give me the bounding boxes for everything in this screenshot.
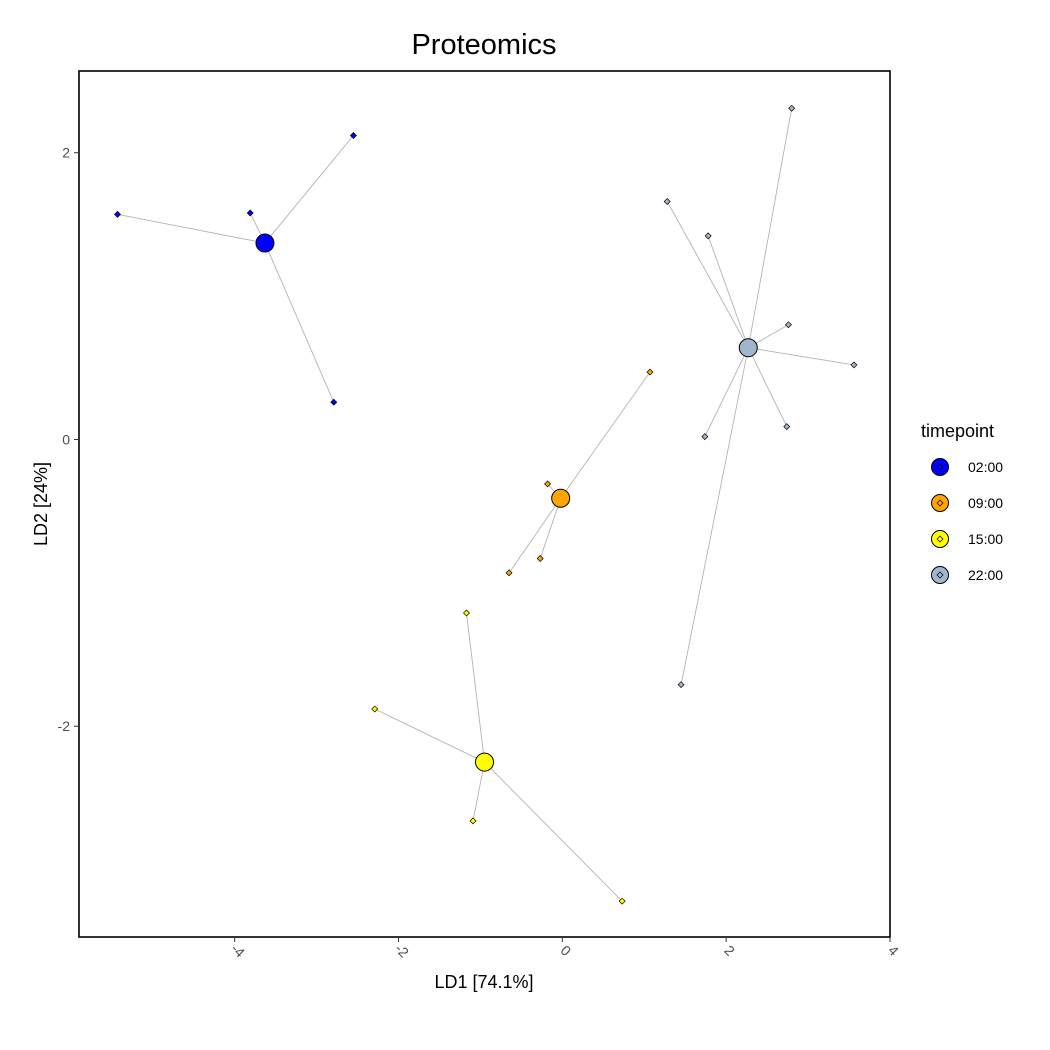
spoke-line [704, 347, 749, 437]
x-tick-label: 2 [721, 942, 738, 959]
legend-item: 09:00 [931, 494, 1003, 512]
spoke-line [748, 347, 855, 366]
legend-item: 22:00 [931, 566, 1003, 584]
centroid-point [551, 488, 571, 508]
legend-label: 09:00 [968, 495, 1003, 511]
centroid-point [738, 338, 758, 358]
x-tick-label: 4 [885, 942, 902, 959]
spoke-line [666, 201, 749, 348]
data-point [788, 104, 796, 112]
spoke-line [707, 235, 749, 348]
data-point [618, 897, 626, 905]
plot-area [114, 104, 858, 905]
y-tick-label: -2 [58, 718, 71, 734]
centroid-point [475, 752, 494, 772]
data-point [677, 681, 685, 689]
data-point [663, 198, 671, 205]
legend-label: 15:00 [968, 531, 1003, 547]
spoke-line [264, 242, 335, 403]
data-point [701, 433, 709, 441]
x-tick-label: -4 [228, 940, 248, 960]
data-point [544, 480, 552, 488]
legend-key-diamond [936, 571, 944, 579]
data-point [330, 398, 338, 406]
data-point [463, 609, 470, 617]
data-point [704, 232, 712, 240]
y-tick-label: 0 [62, 431, 70, 447]
spoke-line [560, 371, 651, 499]
data-point [371, 705, 379, 713]
data-point [784, 321, 792, 329]
spoke-line [508, 498, 562, 574]
legend-key-diamond [936, 463, 944, 471]
legend-item: 02:00 [931, 458, 1003, 476]
data-point [114, 210, 121, 218]
plot-panel-border [78, 70, 891, 938]
spoke-line [472, 761, 485, 821]
x-axis-title: LD1 [74.1%] [434, 972, 533, 992]
legend-label: 22:00 [968, 567, 1003, 583]
spoke-line [466, 612, 485, 763]
data-point [646, 368, 654, 376]
legend-key-diamond [936, 535, 944, 543]
data-point [536, 555, 544, 562]
spoke-line [484, 761, 623, 902]
spoke-line [680, 347, 749, 685]
spoke-line [264, 135, 354, 244]
spoke-line [539, 498, 562, 559]
legend: timepoint 02:00 09:00 15:00 22:00 [921, 421, 1003, 584]
data-point [850, 361, 858, 369]
x-tick-label: -2 [392, 940, 412, 960]
legend-key-diamond [936, 499, 944, 507]
legend-label: 02:00 [968, 459, 1003, 475]
y-axis: -2 0 2 [58, 145, 79, 734]
data-point [469, 817, 477, 825]
centroid-point [255, 233, 275, 253]
legend-item: 15:00 [931, 530, 1003, 548]
spoke-line [747, 108, 793, 348]
data-point [349, 132, 357, 139]
data-point [246, 209, 254, 217]
x-axis: -4 -2 0 2 4 [228, 937, 902, 961]
chart-title: Proteomics [411, 29, 556, 61]
data-point [783, 423, 791, 431]
x-tick-label: 0 [557, 942, 574, 959]
spoke-line [117, 213, 266, 244]
y-tick-label: 2 [62, 145, 70, 161]
data-point [505, 569, 513, 577]
spoke-line [747, 347, 788, 427]
legend-title: timepoint [921, 421, 994, 441]
spoke-line [374, 708, 485, 763]
y-axis-title: LD2 [24%] [31, 462, 51, 546]
